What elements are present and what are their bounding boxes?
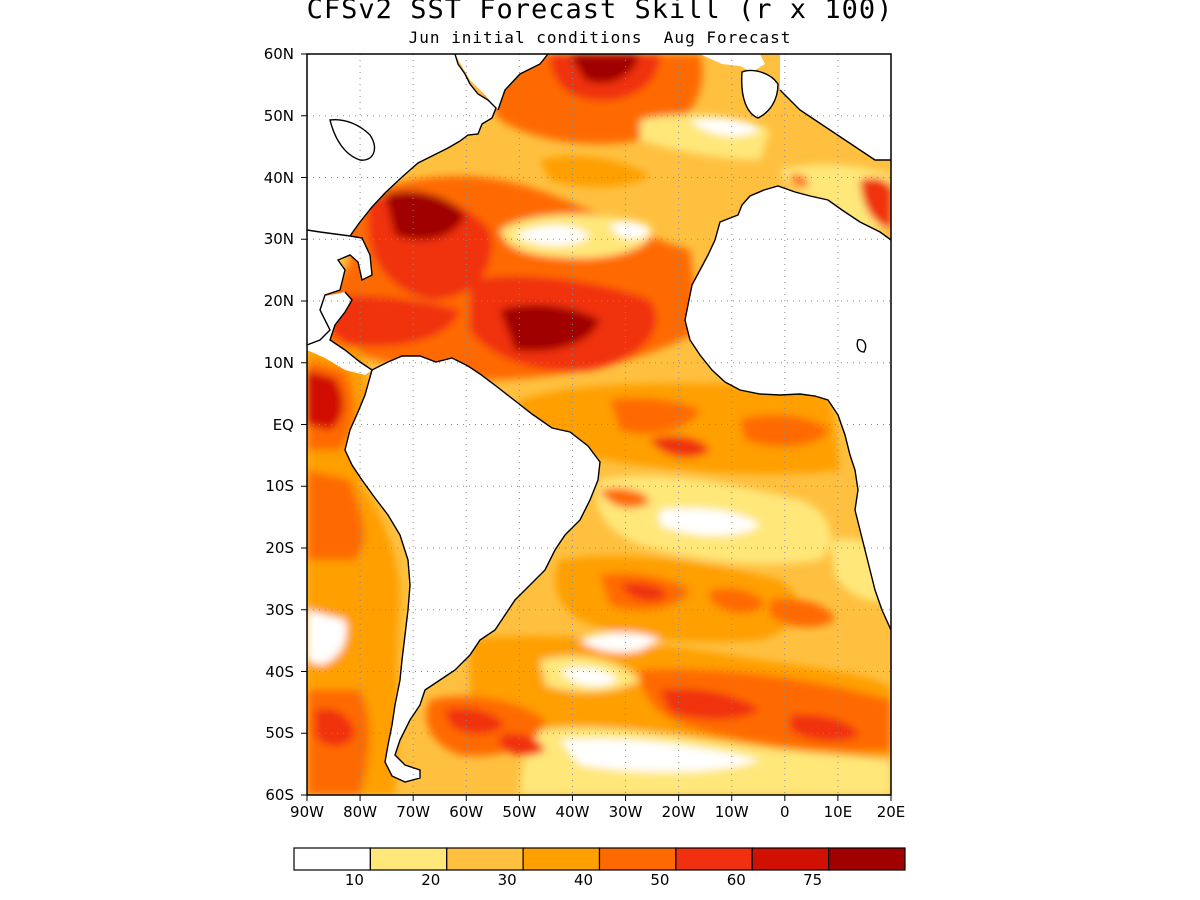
- lat-label: 30N: [263, 230, 294, 249]
- skill-field: [307, 54, 891, 795]
- lon-label: 10E: [823, 803, 853, 821]
- lat-label: 60S: [265, 786, 294, 804]
- colorbar: [293, 847, 906, 871]
- lat-label: 20S: [265, 539, 294, 557]
- colorbar-label: 30: [497, 871, 517, 889]
- colorbar-segment: [293, 847, 371, 871]
- lon-label: 60W: [449, 803, 484, 821]
- lon-label: 0: [780, 803, 790, 821]
- lon-label: 30W: [608, 803, 643, 821]
- lat-label: 40N: [263, 168, 294, 187]
- lon-label: 20E: [876, 803, 906, 821]
- lat-label: 30S: [265, 600, 294, 619]
- lon-label: 20W: [661, 803, 696, 821]
- lat-label: 10S: [265, 477, 294, 496]
- lon-label: 80W: [343, 803, 378, 821]
- land-mask: [307, 54, 891, 782]
- colorbar-label: 50: [650, 871, 670, 889]
- colorbar-segment: [522, 847, 601, 871]
- colorbar-segment: [598, 847, 677, 871]
- lon-label: 50W: [502, 803, 537, 821]
- chart-subtitle: Jun initial conditions Aug Forecast: [408, 28, 792, 47]
- coastlines: [307, 54, 891, 783]
- chart-title: CFSv2 SST Forecast Skill (r x 100): [306, 0, 894, 25]
- lat-label: 50N: [263, 106, 294, 125]
- colorbar-label: 20: [421, 871, 441, 889]
- colorbar-segment: [446, 847, 524, 871]
- lat-label: 60N: [263, 45, 294, 63]
- colorbar-label: 60: [726, 871, 746, 889]
- lat-label: 50S: [265, 724, 294, 743]
- grid-lines: [307, 54, 891, 795]
- lon-label: 90W: [290, 803, 324, 821]
- colorbar-segment: [751, 847, 830, 871]
- axis-ticks: [301, 53, 892, 801]
- colorbar-label: 40: [573, 871, 594, 889]
- colorbar-label: 10: [344, 871, 364, 889]
- lon-label: 70W: [396, 803, 431, 821]
- lon-label: 10W: [714, 803, 749, 821]
- colorbar-label: 75: [803, 871, 823, 889]
- lon-label: 40W: [555, 803, 590, 821]
- colorbar-segment: [369, 847, 448, 871]
- lat-label: EQ: [272, 415, 294, 434]
- lat-label: 20N: [263, 292, 294, 310]
- colorbar-segment: [675, 847, 753, 871]
- lat-label: 10N: [263, 353, 294, 372]
- lat-label: 40S: [265, 662, 294, 681]
- colorbar-segment: [828, 847, 906, 871]
